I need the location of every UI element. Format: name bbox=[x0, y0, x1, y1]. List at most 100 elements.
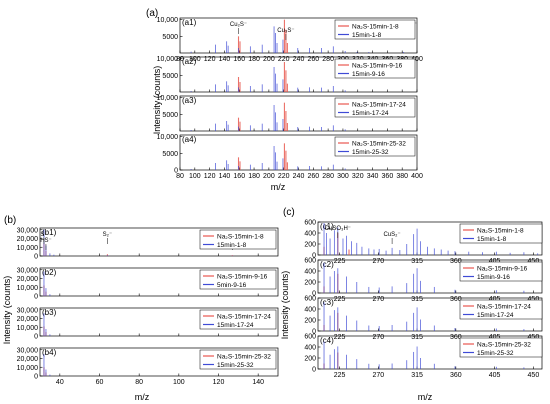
x-tick-label: 405 bbox=[489, 334, 501, 341]
y-tick-label: 0 bbox=[312, 329, 316, 336]
x-tick-label: 225 bbox=[334, 258, 346, 265]
legend-entry: Na₂S-15min-1-8 bbox=[352, 24, 399, 31]
x-tick-label: 315 bbox=[411, 296, 423, 303]
peak-annotation: Cu₃S⁻ bbox=[277, 28, 294, 34]
legend-entry: 15min-9-16 bbox=[352, 71, 385, 78]
x-tick-label: 160 bbox=[233, 56, 245, 63]
x-tick-label: 450 bbox=[528, 334, 540, 341]
x-tick-label: 120 bbox=[213, 379, 225, 386]
y-tick-label: 0 bbox=[312, 253, 316, 260]
legend-entry: 15min-25-32 bbox=[477, 350, 514, 357]
legend-box bbox=[459, 261, 543, 282]
x-tick-label: 180 bbox=[248, 56, 260, 63]
y-tick-label: 30,000 bbox=[17, 267, 39, 274]
panel-frame bbox=[39, 347, 279, 377]
legend-entry: Na₂S-15min-1-8 bbox=[477, 228, 524, 235]
panel-tag: (a2) bbox=[182, 57, 197, 66]
y-tick-label: 30,000 bbox=[17, 227, 39, 234]
y-tick-label: 600 bbox=[304, 296, 316, 303]
y-tick-label: 10,000 bbox=[157, 134, 179, 141]
x-tick-label: 40 bbox=[56, 379, 64, 386]
y-tick-label: 600 bbox=[304, 334, 316, 341]
panel-frame bbox=[39, 307, 279, 337]
legend-box bbox=[199, 269, 277, 290]
c-x-axis-label: m/z bbox=[418, 392, 433, 402]
y-tick-label: 0 bbox=[34, 254, 38, 261]
legend-box bbox=[199, 309, 277, 330]
legend-entry: 15min-17-24 bbox=[217, 322, 254, 329]
y-tick-label: 20,000 bbox=[17, 276, 39, 283]
x-tick-label: 270 bbox=[372, 258, 384, 265]
panel-frame bbox=[39, 267, 279, 297]
legend-entry: Na₂S-15min-25-32 bbox=[477, 342, 531, 349]
y-tick-label: 0 bbox=[34, 374, 38, 381]
legend-entry: Na₂S-15min-9-16 bbox=[352, 63, 403, 70]
x-tick-label: 360 bbox=[450, 334, 462, 341]
x-tick-label: 450 bbox=[528, 296, 540, 303]
legend-box bbox=[199, 229, 277, 250]
x-tick-label: 120 bbox=[204, 173, 216, 180]
y-tick-label: 20,000 bbox=[17, 316, 39, 323]
x-tick-label: 220 bbox=[278, 173, 290, 180]
legend-entry: Na₂S-15min-25-32 bbox=[217, 354, 271, 361]
x-tick-label: 120 bbox=[204, 56, 216, 63]
legend-box bbox=[459, 299, 543, 320]
panel-tag: (b4) bbox=[42, 348, 57, 357]
x-tick-label: 270 bbox=[372, 334, 384, 341]
y-tick-label: 10,000 bbox=[17, 325, 39, 332]
y-tick-label: 0 bbox=[174, 168, 178, 175]
x-tick-label: 405 bbox=[489, 258, 501, 265]
legend-entry: Na₂S-15min-17-24 bbox=[217, 314, 271, 321]
group-label-b: (b) bbox=[4, 215, 16, 226]
legend-box bbox=[459, 337, 543, 358]
x-tick-label: 280 bbox=[322, 173, 334, 180]
group-label-a: (a) bbox=[146, 8, 158, 19]
legend-entry: 15min-9-16 bbox=[477, 274, 510, 281]
x-tick-label: 140 bbox=[252, 379, 264, 386]
panel-tag: (b2) bbox=[42, 268, 57, 277]
legend-entry: 15min-1-8 bbox=[217, 242, 247, 249]
a-y-axis-label: Intensity (counts) bbox=[152, 66, 162, 135]
y-tick-label: 5000 bbox=[162, 151, 178, 158]
x-tick-label: 315 bbox=[411, 258, 423, 265]
panel-tag: (a4) bbox=[182, 135, 197, 144]
x-tick-label: 270 bbox=[372, 372, 384, 379]
y-tick-label: 0 bbox=[312, 367, 316, 374]
x-tick-label: 360 bbox=[450, 296, 462, 303]
x-tick-label: 300 bbox=[337, 173, 349, 180]
x-tick-label: 100 bbox=[189, 56, 201, 63]
legend-entry: Na₂S-15min-25-32 bbox=[352, 141, 406, 148]
x-tick-label: 450 bbox=[528, 372, 540, 379]
panel-tag: (c1) bbox=[320, 222, 334, 231]
legend-entry: 15min-17-24 bbox=[477, 312, 514, 319]
y-tick-label: 200 bbox=[304, 356, 316, 363]
panel-tag: (c4) bbox=[320, 336, 334, 345]
x-tick-label: 380 bbox=[396, 173, 408, 180]
legend-box bbox=[334, 97, 416, 118]
y-tick-label: 10,000 bbox=[17, 365, 39, 372]
legend-entry: Na₂S-15min-17-24 bbox=[477, 304, 531, 311]
y-tick-label: 5000 bbox=[162, 73, 178, 80]
x-tick-label: 360 bbox=[450, 258, 462, 265]
legend-box bbox=[459, 223, 543, 244]
x-tick-label: 360 bbox=[450, 372, 462, 379]
x-tick-label: 405 bbox=[489, 372, 501, 379]
legend-entry: Na₂S-15min-9-16 bbox=[217, 274, 268, 281]
y-tick-label: 30,000 bbox=[17, 347, 39, 354]
y-tick-label: 20,000 bbox=[17, 356, 39, 363]
x-tick-label: 80 bbox=[176, 173, 184, 180]
legend-entry: Na₂S-15min-1-8 bbox=[217, 234, 264, 241]
legend-box bbox=[199, 349, 277, 370]
x-tick-label: 220 bbox=[278, 56, 290, 63]
panel-tag: (c2) bbox=[320, 260, 334, 269]
legend-entry: 15min-25-32 bbox=[217, 362, 254, 369]
peak-annotation: S⁻ bbox=[40, 232, 47, 238]
x-tick-label: 280 bbox=[322, 56, 334, 63]
x-tick-label: 225 bbox=[334, 296, 346, 303]
y-tick-label: 600 bbox=[304, 220, 316, 227]
x-tick-label: 405 bbox=[489, 296, 501, 303]
legend-entry: 15min-1-8 bbox=[477, 236, 507, 243]
x-tick-label: 100 bbox=[189, 173, 201, 180]
